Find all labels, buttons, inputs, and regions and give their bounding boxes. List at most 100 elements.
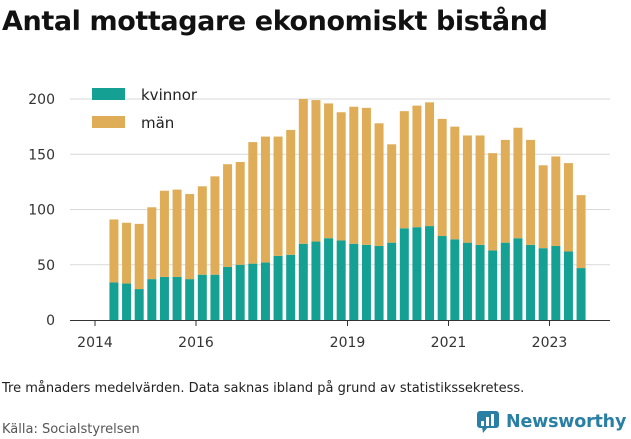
chart-title: Antal mottagare ekonomiskt bistånd: [2, 6, 548, 37]
bar-man: [159, 190, 169, 277]
bar-kvinnor: [513, 238, 523, 320]
bar-man: [185, 194, 195, 280]
y-tick-label: 150: [28, 147, 55, 163]
bar-kvinnor: [437, 236, 447, 320]
bar-man: [563, 163, 573, 252]
bar-man: [298, 99, 308, 244]
bar-man: [172, 189, 182, 277]
bar-man: [260, 136, 270, 263]
bar-man: [399, 111, 409, 229]
bar-kvinnor: [185, 279, 195, 320]
bar-man: [147, 207, 157, 280]
bar-kvinnor: [488, 250, 498, 320]
bar-man: [374, 123, 384, 246]
brand-name: Newsworthy: [506, 412, 627, 432]
bar-kvinnor: [223, 266, 233, 320]
bar-man: [425, 102, 435, 227]
bar-man: [286, 129, 296, 255]
bar-kvinnor: [412, 227, 422, 320]
bar-kvinnor: [109, 282, 119, 320]
legend-label-kvinnor: kvinnor: [141, 86, 198, 104]
bar-man: [450, 126, 460, 240]
bar-man: [462, 135, 472, 243]
bar-kvinnor: [122, 283, 132, 320]
bar-kvinnor: [361, 244, 371, 320]
bar-kvinnor: [576, 268, 586, 320]
bar-kvinnor: [210, 274, 220, 320]
bar-man: [235, 161, 245, 265]
legend-swatch-man: [92, 116, 125, 128]
bar-kvinnor: [374, 245, 384, 320]
y-tick-label: 50: [37, 258, 55, 274]
bar-man: [488, 153, 498, 251]
bar-man: [324, 103, 334, 239]
bar-man: [361, 107, 371, 245]
bar-man: [387, 144, 397, 243]
bar-kvinnor: [324, 238, 334, 320]
bar-kvinnor: [235, 264, 245, 320]
bar-man: [248, 142, 258, 264]
stacked-bar-chart: 0 50 100 150 200 2014 2016 2019 2021 2023 kvinno…: [28, 86, 610, 351]
bar-kvinnor: [399, 228, 409, 320]
bar-man: [273, 136, 283, 256]
x-tick-label: 2014: [77, 335, 113, 351]
bar-man: [223, 164, 233, 267]
newsworthy-logo[interactable]: Newsworthy: [476, 410, 626, 434]
bar-kvinnor: [172, 276, 182, 320]
legend-label-man: män: [141, 114, 174, 132]
bar-kvinnor: [248, 263, 258, 320]
newsworthy-logo-icon: [477, 411, 499, 433]
bar-kvinnor: [425, 226, 435, 320]
bar-kvinnor: [462, 242, 472, 320]
bar-kvinnor: [336, 240, 346, 320]
bar-kvinnor: [286, 254, 296, 320]
bar-man: [513, 127, 523, 239]
bar-man: [336, 112, 346, 241]
x-tick-label: 2016: [178, 335, 214, 351]
bar-kvinnor: [298, 243, 308, 320]
bar-kvinnor: [475, 244, 485, 320]
bar-kvinnor: [387, 242, 397, 320]
bar-kvinnor: [538, 248, 548, 320]
bar-man: [500, 139, 510, 243]
bar-man: [437, 118, 447, 237]
bar-kvinnor: [526, 244, 536, 320]
bar-kvinnor: [197, 274, 207, 320]
source-text: Källa: Socialstyrelsen: [2, 422, 140, 437]
bar-kvinnor: [273, 255, 283, 320]
bar-man: [538, 165, 548, 249]
bar-man: [109, 219, 119, 283]
bar-man: [210, 176, 220, 275]
bar-kvinnor: [450, 239, 460, 320]
bar-kvinnor: [500, 242, 510, 320]
bar-man: [197, 186, 207, 275]
bar-kvinnor: [563, 251, 573, 320]
x-axis: 2014 2016 2019 2021 2023: [70, 320, 610, 351]
y-tick-label: 200: [28, 92, 55, 108]
y-tick-label: 0: [46, 313, 55, 329]
bar-kvinnor: [134, 289, 144, 320]
bar-kvinnor: [349, 243, 359, 320]
bar-man: [134, 223, 144, 290]
bar-kvinnor: [551, 245, 561, 320]
bar-man: [349, 106, 359, 244]
x-tick-label: 2023: [532, 335, 568, 351]
bar-man: [475, 135, 485, 245]
y-axis-ticks: 0 50 100 150 200: [28, 92, 55, 329]
bar-man: [311, 100, 321, 242]
bar-kvinnor: [147, 279, 157, 320]
bar-man: [526, 139, 536, 245]
x-tick-label: 2019: [330, 335, 366, 351]
y-tick-label: 100: [28, 203, 55, 219]
bar-man: [412, 105, 422, 228]
bar-man: [551, 156, 561, 246]
x-tick-label: 2021: [431, 335, 467, 351]
bar-man: [122, 222, 132, 284]
bar-kvinnor: [311, 241, 321, 320]
chart-note: Tre månaders medelvärden. Data saknas ib…: [2, 381, 525, 396]
bar-kvinnor: [159, 276, 169, 320]
bar-series: [109, 99, 586, 320]
legend-swatch-kvinnor: [92, 88, 125, 100]
bar-man: [576, 195, 586, 269]
legend: kvinnor män: [92, 86, 198, 132]
